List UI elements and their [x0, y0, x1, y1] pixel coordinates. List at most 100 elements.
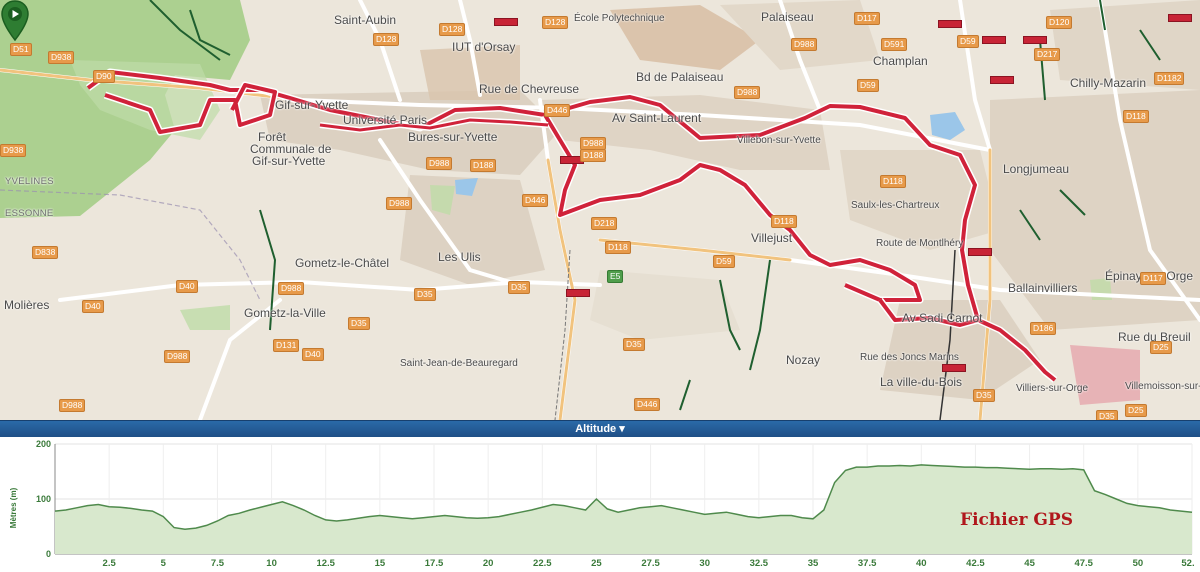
place-label: Villemoisson-sur-Orge [1125, 381, 1200, 392]
road-shield: D59 [957, 35, 979, 48]
road-shield: D188 [580, 149, 607, 162]
road-shield: D838 [32, 246, 59, 259]
place-label: Villiers-sur-Orge [1016, 383, 1089, 394]
road-shield: D35 [623, 338, 645, 351]
road-shield: D117 [854, 12, 880, 25]
y-tick-label: 200 [36, 439, 51, 449]
place-label: IUT d'Orsay [452, 40, 516, 54]
elevation-bar-label[interactable]: Altitude [575, 423, 617, 435]
place-label: Champlan [873, 54, 928, 68]
elevation-area [55, 464, 1192, 554]
place-label: La ville-du-Bois [880, 375, 963, 389]
road-marker [1168, 14, 1192, 22]
road-shield: D128 [439, 23, 466, 36]
road-shield: D25 [1125, 404, 1147, 417]
x-tick-label: 37.5 [858, 558, 877, 569]
road-shield: D35 [973, 389, 995, 402]
road-shield: D40 [302, 348, 324, 361]
x-tick-label: 50 [1133, 558, 1144, 569]
x-tick-label: 20 [483, 558, 494, 569]
x-tick-label: 10 [266, 558, 277, 569]
place-label: Route de Montlhéry [876, 238, 964, 249]
gps-watermark: Fichier GPS [960, 510, 1073, 530]
road-shield: D118 [880, 175, 906, 188]
x-tick-label: 30 [699, 558, 710, 569]
x-tick-label: 45 [1024, 558, 1035, 569]
road-shield: D131 [273, 339, 300, 352]
road-shield: D35 [348, 317, 370, 330]
x-tick-label: 22.5 [533, 558, 552, 569]
place-label: Rue du Breuil [1118, 330, 1191, 344]
x-tick-label: 17.5 [425, 558, 444, 569]
place-label: Chilly-Mazarin [1070, 76, 1147, 90]
road-shield: D118 [1123, 110, 1149, 123]
road-marker [566, 289, 590, 297]
place-label: Les Ulis [438, 250, 481, 264]
place-label: Rue de Chevreuse [479, 82, 580, 96]
place-label: Villebon-sur-Yvette [737, 135, 821, 146]
place-label: Bd de Palaiseau [636, 70, 724, 84]
road-shield: D988 [164, 350, 191, 363]
map-view[interactable]: Saint-Aubin Palaiseau École Polytechnique I… [0, 0, 1200, 420]
place-label: Communale de [250, 142, 332, 156]
place-label: Rue des Joncs Marins [860, 352, 959, 363]
y-tick-label: 100 [36, 494, 51, 504]
region-label: ESSONNE [5, 208, 54, 219]
y-axis-label: Mètres (m) [9, 487, 18, 528]
road-shield: D117 [1140, 272, 1166, 285]
y-tick-label: 0 [46, 549, 51, 559]
road-shield: D128 [542, 16, 569, 29]
road-shield: D59 [857, 79, 879, 92]
road-shield: D25 [1150, 341, 1172, 354]
x-tick-label: 47.5 [1074, 558, 1093, 569]
x-tick-label: 40 [916, 558, 927, 569]
road-shield: D128 [373, 33, 400, 46]
place-label: Gometz-la-Ville [244, 306, 326, 320]
road-shield: D446 [522, 194, 549, 207]
road-shield: D35 [414, 288, 436, 301]
road-shield: D988 [278, 282, 305, 295]
place-label: Saulx-les-Chartreux [851, 200, 940, 211]
x-tick-label: 32.5 [750, 558, 769, 569]
x-tick-label: 25 [591, 558, 602, 569]
road-shield: D188 [470, 159, 497, 172]
road-shield: D217 [1034, 48, 1061, 61]
road-shield: D988 [59, 399, 86, 412]
place-label: Nozay [786, 353, 821, 367]
map-pin-icon[interactable] [0, 0, 30, 42]
x-tick-label: 42.5 [966, 558, 985, 569]
lake [930, 112, 965, 140]
road-shield: D59 [713, 255, 735, 268]
x-tick-label: 15 [375, 558, 386, 569]
place-label: Palaiseau [761, 10, 814, 24]
place-label: Gif-sur-Yvette [252, 154, 326, 168]
road-marker [968, 248, 992, 256]
gps-track [85, 68, 1058, 383]
road-shield: D186 [1030, 322, 1057, 335]
x-tick-label: 35 [808, 558, 819, 569]
x-tick-label: 2.5 [103, 558, 117, 569]
place-label: Forêt [258, 130, 287, 144]
place-label: Université Paris [343, 113, 428, 127]
road-marker [942, 364, 966, 372]
place-label: Ballainvilliers [1008, 281, 1078, 295]
x-tick-label: 5 [161, 558, 167, 569]
place-label: Bures-sur-Yvette [408, 130, 498, 144]
caret-down-icon[interactable]: ▾ [619, 423, 625, 435]
road-shield: D40 [82, 300, 104, 313]
road-shield: D446 [544, 104, 571, 117]
elevation-toggle-bar[interactable]: Altitude ▾ [0, 420, 1200, 437]
road-shield: D988 [386, 197, 413, 210]
road-shield: D90 [93, 70, 115, 83]
road-marker [938, 20, 962, 28]
x-tick-label: 7.5 [211, 558, 225, 569]
place-label: Saint-Aubin [334, 13, 397, 27]
place-label: Av Saint-Laurent [612, 111, 702, 125]
road-shield: D120 [1046, 16, 1073, 29]
road-shield: D988 [791, 38, 818, 51]
x-tick-label: 27.5 [641, 558, 660, 569]
x-tick-label: 12.5 [316, 558, 335, 569]
road-shield: D40 [176, 280, 198, 293]
region-label: YVELINES [5, 176, 54, 187]
road-marker [1023, 36, 1047, 44]
